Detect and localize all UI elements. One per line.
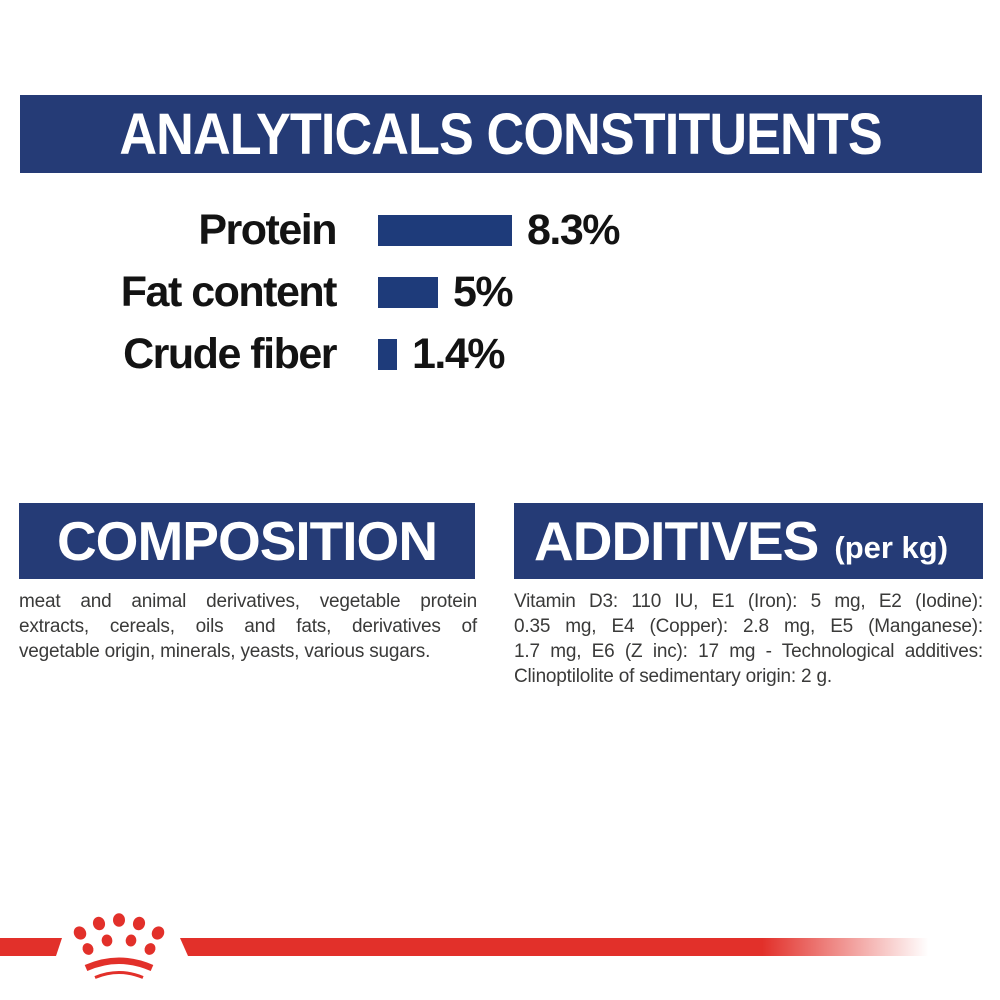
chart-bar-fat-content <box>378 276 438 308</box>
chart-bar-crude-fiber <box>378 338 397 370</box>
crown-pearls <box>73 913 165 955</box>
chart-value-fat-content: 5% <box>453 267 514 316</box>
crown-band <box>84 957 154 979</box>
chart-row-protein: Protein 8.3% <box>50 199 690 261</box>
chart-label-fat-content: Fat content <box>120 267 338 316</box>
chart-label-protein: Protein <box>198 205 337 254</box>
additives-line: 1.7 mg, E6 (Z inc): 17 mg - Technologica… <box>514 641 983 662</box>
analytical-constituents-banner: ANALYTICALS CONSTITUENTS <box>20 95 982 173</box>
composition-title: COMPOSITION <box>56 510 438 572</box>
composition-body: meat and animal derivatives, vegetable p… <box>19 589 477 664</box>
composition-line: meat and animal derivatives, vegetable p… <box>19 591 477 612</box>
chart-value-crude-fiber: 1.4% <box>412 329 506 378</box>
royal-canin-crown-icon <box>73 913 165 979</box>
chart-value-protein: 8.3% <box>527 205 621 254</box>
composition-line: vegetable origin, minerals, yeasts, vari… <box>19 641 431 662</box>
additives-line: Clinoptilolite of sedimentary origin: 2 … <box>514 666 832 687</box>
additives-banner: ADDITIVES (per kg) <box>514 503 983 579</box>
composition-banner: COMPOSITION <box>19 503 475 579</box>
additives-per-kg-label: (per kg) <box>834 530 949 565</box>
additives-line: Vitamin D3: 110 IU, E1 (Iron): 5 mg, E2 … <box>514 591 983 612</box>
chart-row-crude-fiber: Crude fiber 1.4% <box>50 323 690 385</box>
additives-body: Vitamin D3: 110 IU, E1 (Iron): 5 mg, E2 … <box>514 589 983 689</box>
chart-bar-protein <box>378 214 512 246</box>
additives-line: 0.35 mg, E4 (Copper): 2.8 mg, E5 (Mangan… <box>514 616 983 637</box>
brand-stripe-right <box>180 938 936 956</box>
analytical-constituents-title: ANALYTICALS CONSTITUENTS <box>119 101 883 167</box>
additives-title: ADDITIVES <box>534 510 819 572</box>
brand-stripe-left <box>0 938 62 956</box>
chart-row-fat-content: Fat content 5% <box>50 261 690 323</box>
composition-line: extracts, cereals, oils and fats, deriva… <box>19 616 477 637</box>
chart-label-crude-fiber: Crude fiber <box>123 329 337 378</box>
analytical-constituents-chart: Protein 8.3% Fat content 5% Crude fiber … <box>50 199 690 385</box>
